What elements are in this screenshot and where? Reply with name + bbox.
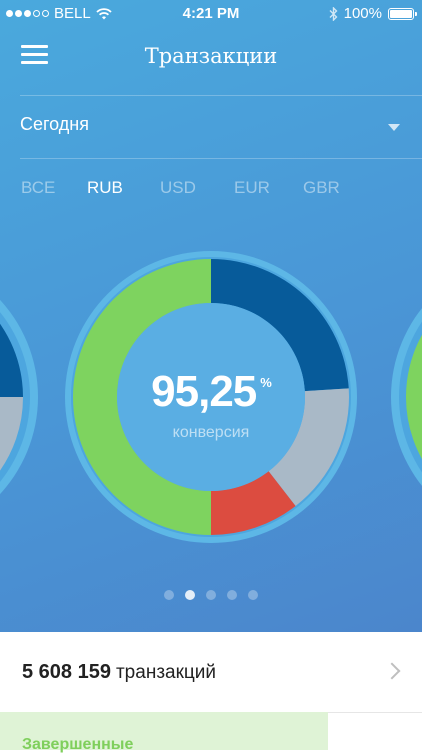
status-right: 100% bbox=[329, 5, 417, 22]
signal-icon bbox=[6, 10, 49, 17]
completed-card[interactable]: Завершенные bbox=[0, 712, 328, 753]
page-indicator bbox=[0, 590, 422, 600]
carrier-name: BELL bbox=[54, 5, 91, 22]
tab-gbr[interactable]: GBR bbox=[303, 178, 340, 197]
caret-down-icon[interactable] bbox=[388, 124, 400, 131]
page-dot[interactable] bbox=[248, 590, 258, 600]
chevron-right-icon bbox=[383, 662, 401, 680]
count-value: 5 608 159 bbox=[22, 661, 111, 683]
tab-all[interactable]: ВСЕ bbox=[21, 178, 56, 197]
prev-chart bbox=[0, 299, 38, 495]
battery-percent: 100% bbox=[343, 5, 382, 22]
hero-panel: BELL 4:21 PM 100% Транзакции Сегодня ВСЕ… bbox=[0, 0, 422, 632]
conversion-unit: % bbox=[260, 375, 272, 390]
page-dot[interactable] bbox=[164, 590, 174, 600]
chart-segment-2 bbox=[268, 388, 350, 507]
header-divider bbox=[20, 95, 422, 96]
conversion-chart[interactable] bbox=[0, 240, 422, 550]
page-title: Транзакции bbox=[144, 44, 278, 68]
signal-dot bbox=[33, 10, 40, 17]
hamburger-icon[interactable] bbox=[21, 45, 48, 65]
signal-dot bbox=[15, 10, 22, 17]
chart-segment-1 bbox=[211, 259, 349, 392]
conversion-label: конверсия bbox=[172, 424, 250, 441]
page-dot[interactable] bbox=[227, 590, 237, 600]
period-divider bbox=[20, 158, 422, 159]
status-left: BELL bbox=[6, 5, 112, 22]
tab-rub[interactable]: RUB bbox=[87, 178, 123, 197]
chart-segment-3 bbox=[211, 471, 296, 535]
bluetooth-icon bbox=[329, 6, 338, 21]
period-selector[interactable]: Сегодня bbox=[20, 114, 89, 134]
clock: 4:21 PM bbox=[182, 5, 240, 22]
wifi-icon bbox=[96, 7, 112, 19]
battery-icon bbox=[388, 7, 417, 20]
completed-label: Завершенные bbox=[22, 736, 134, 753]
status-bar: BELL 4:21 PM 100% bbox=[0, 0, 422, 28]
chart-segments bbox=[73, 259, 350, 535]
chart-center bbox=[117, 303, 305, 491]
page-dot[interactable] bbox=[185, 590, 195, 600]
conversion-number: 95,25 bbox=[151, 367, 257, 416]
next-chart bbox=[391, 308, 422, 486]
conversion-value: 95,25% bbox=[0, 367, 422, 417]
signal-dot bbox=[42, 10, 49, 17]
transactions-count: 5 608 159 транзакций bbox=[22, 661, 216, 684]
signal-dot bbox=[6, 10, 13, 17]
tab-usd[interactable]: USD bbox=[160, 178, 196, 197]
page-dot[interactable] bbox=[206, 590, 216, 600]
chart-segment-0 bbox=[73, 259, 211, 535]
tab-eur[interactable]: EUR bbox=[234, 178, 270, 197]
signal-dot bbox=[24, 10, 31, 17]
transactions-summary[interactable]: 5 608 159 транзакций bbox=[0, 632, 422, 713]
count-unit: транзакций bbox=[115, 662, 217, 683]
